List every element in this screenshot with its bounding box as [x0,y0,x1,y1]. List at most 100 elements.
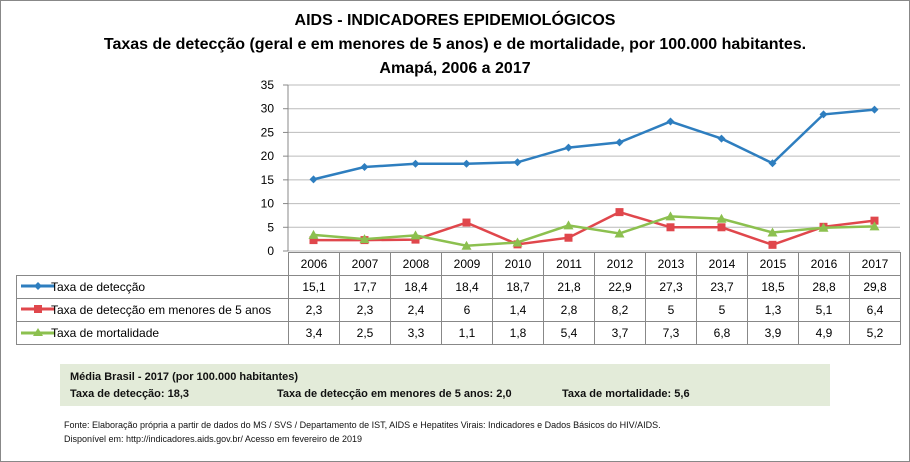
data-label: 17,7 [339,275,391,299]
data-label: 3,3 [390,321,442,345]
data-point [308,229,319,239]
data-label: 18,7 [492,275,544,299]
data-point [717,134,726,143]
data-label: 7,3 [645,321,697,345]
data-label: 1,4 [492,298,544,322]
data-label: 6 [441,298,493,322]
table-row-mortality: Taxa de mortalidade 3,4 2,5 3,3 1,1 1,8 5,4 3,7… [16,321,901,345]
data-label: 18,4 [441,275,493,299]
data-point [411,235,420,244]
data-point [767,227,778,237]
brasil-detection-under5: Taxa de detecção em menores de 5 anos: 2… [277,388,512,400]
data-point [614,228,625,238]
data-point [717,223,726,232]
data-label: 29,8 [849,275,901,299]
data-point [360,163,369,172]
data-label: 27,3 [645,275,697,299]
year-header: 2008 [390,252,442,276]
data-point [513,158,522,167]
source-note: Fonte: Elaboração própria a partir de da… [64,420,661,430]
data-point [462,159,471,168]
year-header: 2009 [441,252,493,276]
brasil-mortality: Taxa de mortalidade: 5,6 [562,388,690,400]
y-tick-label: 20 [261,149,275,163]
data-point [512,237,523,247]
series-name: Taxa de detecção em menores de 5 anos [51,302,272,317]
data-point [564,143,573,152]
brasil-heading: Média Brasil - 2017 (por 100.000 habitan… [70,371,299,383]
data-point [870,216,879,225]
y-tick-label: 0 [267,244,274,258]
data-label: 5,1 [798,298,850,322]
data-label: 5,2 [849,321,901,345]
data-label: 2,3 [339,298,391,322]
year-header: 2007 [339,252,391,276]
data-label: 2,5 [339,321,391,345]
chart-title: AIDS - INDICADORES EPIDEMIOLÓGICOS [294,12,616,29]
data-point [870,105,879,114]
legend-triangle-icon [19,326,57,340]
year-header: 2006 [288,252,340,276]
year-header: 2010 [492,252,544,276]
chart-subtitle: Taxas de detecção (geral e em menores de… [103,36,807,53]
brasil-average-box: Média Brasil - 2017 (por 100.000 habitan… [60,364,830,406]
data-label: 18,5 [747,275,799,299]
legend-entry: Taxa de mortalidade [16,321,289,345]
data-label: 2,4 [390,298,442,322]
year-header: 2014 [696,252,748,276]
data-point [666,223,675,232]
y-tick-label: 25 [261,125,275,139]
y-tick-label: 10 [261,197,275,211]
data-label: 1,8 [492,321,544,345]
brasil-detection: Taxa de detecção: 18,3 [70,388,190,400]
legend-entry: Taxa de detecção [16,275,289,299]
data-point [665,211,676,221]
data-label: 28,8 [798,275,850,299]
data-label: 8,2 [594,298,646,322]
series-name: Taxa de detecção [51,279,146,294]
data-point [309,175,318,184]
data-point [461,240,472,250]
data-label: 3,9 [747,321,799,345]
data-table: 2006 2007 2008 2009 2010 2011 2012 2013 2014 2015… [16,252,901,345]
data-label: 4,9 [798,321,850,345]
data-label: 22,9 [594,275,646,299]
data-label: 18,4 [390,275,442,299]
data-point [819,110,828,119]
data-point [666,117,675,126]
data-label: 3,7 [594,321,646,345]
data-label: 3,4 [288,321,340,345]
data-point [309,236,318,245]
series-line-0 [313,108,875,181]
chart-subtitle-location: Amapá, 2006 a 2017 [379,60,531,77]
year-header: 2017 [849,252,901,276]
y-tick-label: 15 [261,173,275,187]
data-label: 6,4 [849,298,901,322]
table-row-detection-under5: Taxa de detecção em menores de 5 anos 2,3… [16,298,901,322]
data-label: 2,3 [288,298,340,322]
data-point [410,230,421,240]
table-corner [16,252,289,276]
y-tick-label: 5 [267,220,274,234]
series-line-2 [313,215,875,248]
year-header: 2016 [798,252,850,276]
data-label: 2,8 [543,298,595,322]
data-label: 15,1 [288,275,340,299]
year-header: 2013 [645,252,697,276]
data-label: 5 [696,298,748,322]
data-point [563,220,574,230]
table-row-detection: Taxa de detecção 15,1 17,7 18,4 18,4 18,7 21,8… [16,275,901,299]
data-point [359,234,370,244]
legend-square-icon [19,303,57,317]
series-name: Taxa de mortalidade [51,325,160,340]
year-header: 2012 [594,252,646,276]
data-point [768,240,777,249]
data-point [411,159,420,168]
legend-diamond-icon [19,280,57,294]
data-point [462,218,471,227]
data-label: 1,3 [747,298,799,322]
data-point [716,213,727,223]
year-header: 2011 [543,252,595,276]
data-label: 1,1 [441,321,493,345]
